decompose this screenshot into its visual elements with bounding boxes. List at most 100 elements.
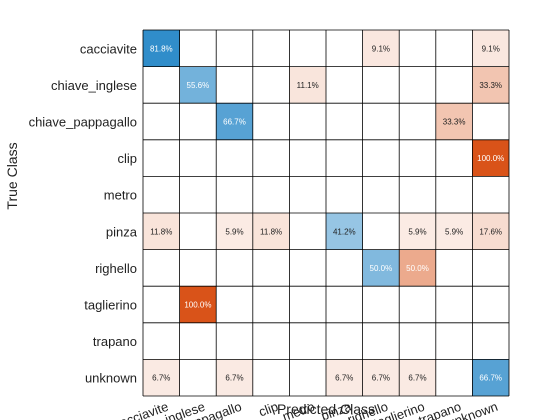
matrix-cell-righello-chiave_pappagallo — [216, 249, 253, 287]
row-label-pinza: pinza — [106, 224, 138, 239]
matrix-cell-trapano-trapano — [435, 322, 473, 360]
matrix-cell-metro-trapano — [435, 176, 473, 213]
matrix-cell-trapano-clip — [252, 322, 290, 360]
x-axis-title: Predicted Class — [277, 401, 375, 417]
cell-value-label: 11.1% — [297, 81, 319, 90]
matrix-cell-cacciavite-metro — [289, 30, 326, 67]
matrix-cell-pinza-trapano — [435, 213, 473, 250]
matrix-cell-righello-pinza — [326, 249, 363, 287]
cell-value-label: 9.1% — [482, 44, 500, 53]
matrix-cell-taglierino-taglierino — [399, 286, 436, 323]
cell-value-label: 11.8% — [150, 227, 172, 236]
matrix-cell-chiave_pappagallo-pinza — [326, 103, 363, 140]
y-axis-title: True Class — [4, 142, 20, 209]
matrix-cells: 81.8% 9.1% 9.1% 55.6% 11.1% 33.3% 66.7% 33.3% 10… — [143, 30, 509, 396]
matrix-cell-pinza-pinza — [326, 213, 363, 250]
matrix-cell-unknown-clip — [252, 359, 290, 396]
matrix-cell-taglierino-trapano — [435, 286, 473, 323]
column-label-clip: clip — [257, 399, 280, 420]
matrix-cell-trapano-chiave_pappagallo — [216, 322, 253, 360]
matrix-cell-chiave_pappagallo-trapano — [435, 103, 473, 140]
matrix-cell-unknown-unknown — [472, 359, 509, 396]
matrix-cell-taglierino-unknown — [472, 286, 509, 323]
matrix-cell-pinza-chiave_pappagallo — [216, 213, 253, 250]
cell-value-label: 5.9% — [408, 227, 426, 236]
cell-value-label: 6.7% — [152, 374, 170, 383]
cell-value-label: 100.0% — [184, 301, 211, 310]
matrix-cell-metro-pinza — [326, 176, 363, 213]
matrix-cell-unknown-pinza — [326, 359, 363, 396]
matrix-cell-chiave_inglese-clip — [252, 66, 290, 104]
matrix-cell-taglierino-clip — [252, 286, 290, 323]
matrix-cell-righello-unknown — [472, 249, 509, 287]
matrix-cell-taglierino-metro — [289, 286, 326, 323]
matrix-cell-pinza-chiave_inglese — [179, 213, 217, 250]
matrix-cell-metro-clip — [252, 176, 290, 213]
matrix-cell-metro-cacciavite — [143, 176, 180, 213]
cell-value-label: 6.7% — [372, 374, 390, 383]
matrix-cell-pinza-unknown — [472, 213, 509, 250]
row-label-cacciavite: cacciavite — [80, 41, 137, 56]
cell-value-label: 50.0% — [370, 264, 393, 273]
matrix-cell-trapano-righello — [362, 322, 400, 360]
matrix-cell-righello-taglierino — [399, 249, 436, 287]
cell-value-label: 5.9% — [445, 227, 463, 236]
matrix-cell-pinza-taglierino — [399, 213, 436, 250]
matrix-cell-metro-chiave_pappagallo — [216, 176, 253, 213]
matrix-cell-chiave_pappagallo-taglierino — [399, 103, 436, 140]
cell-value-label: 33.3% — [479, 81, 502, 90]
matrix-cell-cacciavite-cacciavite — [143, 30, 180, 67]
matrix-cell-chiave_inglese-cacciavite — [143, 66, 180, 104]
matrix-cell-unknown-chiave_pappagallo — [216, 359, 253, 396]
matrix-cell-chiave_inglese-metro — [289, 66, 326, 104]
matrix-cell-clip-taglierino — [399, 139, 436, 177]
matrix-cell-chiave_pappagallo-unknown — [472, 103, 509, 140]
matrix-cell-righello-cacciavite — [143, 249, 180, 287]
matrix-cell-metro-metro — [289, 176, 326, 213]
matrix-cell-clip-chiave_pappagallo — [216, 139, 253, 177]
matrix-cell-cacciavite-pinza — [326, 30, 363, 67]
matrix-cell-taglierino-chiave_inglese — [179, 286, 217, 323]
matrix-cell-cacciavite-chiave_pappagallo — [216, 30, 253, 67]
matrix-cell-cacciavite-taglierino — [399, 30, 436, 67]
matrix-cell-clip-clip — [252, 139, 290, 177]
matrix-cell-metro-taglierino — [399, 176, 436, 213]
cell-value-label: 50.0% — [406, 264, 429, 273]
matrix-cell-righello-righello — [362, 249, 400, 287]
matrix-cell-cacciavite-chiave_inglese — [179, 30, 217, 67]
matrix-cell-chiave_pappagallo-righello — [362, 103, 400, 140]
cell-value-label: 6.7% — [408, 374, 426, 383]
matrix-cell-cacciavite-unknown — [472, 30, 509, 67]
matrix-cell-metro-unknown — [472, 176, 509, 213]
matrix-cell-pinza-righello — [362, 213, 400, 250]
matrix-cell-cacciavite-righello — [362, 30, 400, 67]
row-label-unknown: unknown — [85, 371, 137, 386]
row-label-righello: righello — [95, 261, 137, 276]
matrix-cell-righello-chiave_inglese — [179, 249, 217, 287]
matrix-cell-trapano-metro — [289, 322, 326, 360]
matrix-cell-unknown-cacciavite — [143, 359, 180, 396]
cell-value-label: 17.6% — [479, 227, 502, 236]
row-labels: cacciavite chiave_inglese chiave_pappagall… — [29, 41, 138, 385]
cell-value-label: 66.7% — [479, 374, 502, 383]
matrix-cell-unknown-chiave_inglese — [179, 359, 217, 396]
cell-value-label: 66.7% — [223, 118, 246, 127]
matrix-cell-chiave_inglese-chiave_pappagallo — [216, 66, 253, 104]
row-label-metro: metro — [104, 188, 137, 203]
matrix-cell-chiave_inglese-righello — [362, 66, 400, 104]
matrix-cell-taglierino-cacciavite — [143, 286, 180, 323]
matrix-cell-chiave_pappagallo-clip — [252, 103, 290, 140]
cell-value-label: 81.8% — [150, 44, 173, 53]
cell-value-label: 6.7% — [335, 374, 353, 383]
matrix-cell-trapano-cacciavite — [143, 322, 180, 360]
cell-value-label: 6.7% — [225, 374, 243, 383]
column-labels: cacciavitechiave_inglesechiave_pappagall… — [112, 398, 500, 420]
matrix-cell-taglierino-chiave_pappagallo — [216, 286, 253, 323]
matrix-cell-trapano-taglierino — [399, 322, 436, 360]
matrix-cell-chiave_inglese-chiave_inglese — [179, 66, 217, 104]
matrix-cell-righello-metro — [289, 249, 326, 287]
row-label-chiave_pappagallo: chiave_pappagallo — [29, 115, 137, 130]
matrix-cell-pinza-metro — [289, 213, 326, 250]
matrix-cell-metro-righello — [362, 176, 400, 213]
matrix-cell-pinza-clip — [252, 213, 290, 250]
